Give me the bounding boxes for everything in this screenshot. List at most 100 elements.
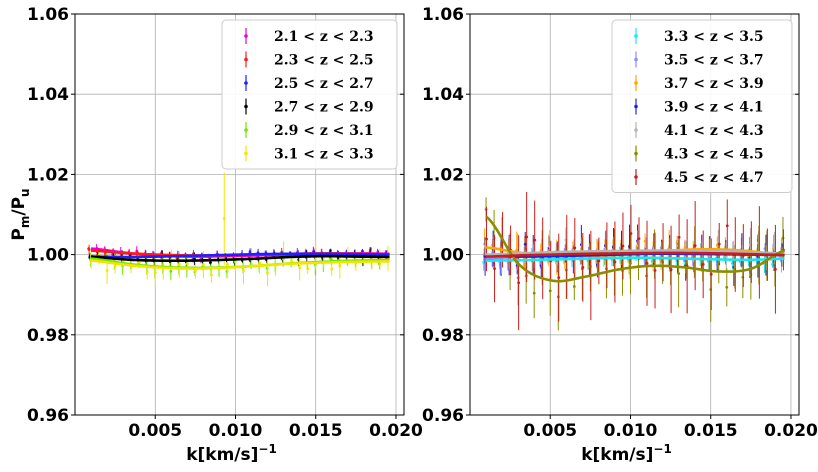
legend-label: 2.1 < z < 2.3 — [274, 29, 374, 45]
data-point — [87, 248, 91, 251]
data-point — [774, 267, 777, 271]
legend-marker — [634, 81, 638, 85]
data-point — [701, 262, 705, 266]
data-point — [677, 235, 681, 239]
legend: 2.1 < z < 2.3 2.3 < z < 2.5 2.5 < z < 2.7 2… — [221, 19, 398, 170]
data-point — [266, 271, 269, 275]
data-point — [677, 272, 681, 275]
legend: 3.3 < z < 3.5 3.5 < z < 3.7 3.7 < z < 3.9 3… — [611, 19, 793, 193]
chart-panel-2: 0.005 0.010 0.015 0.020 0.96 0.98 1.00 1.02 1.04… — [422, 5, 818, 465]
y-tick-label: 0.96 — [422, 406, 464, 426]
data-point — [209, 261, 212, 265]
series-line-7 — [486, 251, 785, 258]
data-point — [105, 268, 109, 272]
legend-label: 3.1 < z < 3.3 — [274, 147, 374, 163]
y-tick-label: 0.98 — [422, 326, 464, 346]
legend-label: 4.5 < z < 4.7 — [664, 170, 764, 186]
data-point — [258, 261, 261, 265]
data-point — [177, 263, 181, 266]
x-axis-title: k[km/s]−1 — [581, 442, 672, 465]
legend-marker — [244, 151, 248, 156]
y-tick-label: 1.02 — [422, 165, 464, 185]
y-tick-label: 1.06 — [27, 5, 69, 25]
data-point — [330, 267, 334, 271]
y-axis-title: Pm/Pu — [9, 188, 32, 240]
legend-label: 2.9 < z < 3.1 — [274, 123, 374, 139]
legend-marker — [244, 34, 248, 38]
data-point — [637, 237, 641, 241]
legend-box — [221, 19, 398, 170]
x-tick-label: 0.005 — [523, 421, 577, 441]
legend-label: 3.9 < z < 4.1 — [664, 100, 764, 116]
x-tick-label: 0.015 — [289, 421, 343, 441]
data-point — [153, 271, 157, 275]
data-point — [485, 237, 488, 241]
legend-label: 4.3 < z < 4.5 — [664, 147, 764, 163]
data-point — [717, 242, 721, 246]
data-point — [338, 264, 342, 268]
chart-panel-1: 0.005 0.010 0.015 0.020 0.96 0.98 1.00 1.02 1.04… — [9, 5, 423, 465]
series-line-1 — [486, 256, 785, 262]
y-tick-label: 1.00 — [27, 246, 69, 266]
legend-marker — [634, 151, 638, 156]
x-axis-title: k[km/s]−1 — [186, 442, 277, 465]
legend-label: 2.7 < z < 2.9 — [274, 100, 374, 116]
data-point — [193, 269, 197, 273]
data-point — [724, 255, 728, 259]
data-point — [629, 262, 632, 265]
series-line-5 — [486, 249, 785, 256]
data-point — [482, 260, 486, 264]
x-tick-label: 0.010 — [209, 421, 263, 441]
legend-marker — [634, 57, 638, 62]
legend-label: 2.3 < z < 2.5 — [274, 53, 374, 69]
data-point — [581, 265, 585, 269]
legend-marker — [244, 104, 248, 109]
data-point — [222, 217, 226, 220]
y-tick-label: 1.02 — [27, 165, 69, 185]
series-line-4 — [90, 254, 390, 263]
legend-label: 3.7 < z < 3.9 — [664, 76, 764, 92]
axes-frame — [74, 13, 405, 416]
series-line-6 — [485, 215, 785, 283]
data-point — [483, 255, 487, 258]
y-tick-label: 1.04 — [27, 85, 69, 105]
data-point — [201, 263, 205, 266]
x-tick-label: 0.015 — [684, 421, 738, 441]
data-point — [613, 260, 617, 264]
y-tick-label: 1.06 — [422, 5, 464, 25]
data-point — [242, 269, 245, 272]
legend-marker — [244, 128, 248, 132]
data-point — [226, 262, 229, 266]
legend-marker — [634, 104, 638, 109]
legend-box — [611, 19, 793, 193]
data-point — [113, 264, 117, 268]
data-point — [573, 246, 577, 250]
data-point — [523, 242, 527, 246]
data-point — [329, 257, 333, 261]
x-tick-label: 0.010 — [604, 421, 658, 441]
x-tick-label: 0.020 — [369, 421, 423, 441]
data-point — [145, 270, 149, 274]
data-point — [709, 272, 713, 276]
data-point — [597, 259, 601, 263]
data-point — [532, 291, 536, 295]
data-point — [557, 276, 561, 280]
x-tick-label: 0.020 — [764, 421, 818, 441]
data-point — [548, 289, 552, 293]
data-point — [248, 250, 252, 254]
data-point — [725, 285, 729, 289]
data-point — [572, 285, 576, 288]
axes-frame — [469, 13, 800, 416]
legend-label: 3.5 < z < 3.7 — [664, 53, 764, 69]
data-point — [169, 269, 173, 273]
data-point — [298, 266, 302, 269]
data-point — [525, 235, 529, 239]
data-point — [517, 281, 521, 285]
data-point — [306, 267, 310, 271]
series-line-3 — [91, 252, 390, 259]
legend-marker — [634, 175, 638, 179]
y-tick-label: 1.04 — [422, 85, 464, 105]
data-point — [185, 262, 189, 266]
series-line-6 — [90, 259, 390, 270]
